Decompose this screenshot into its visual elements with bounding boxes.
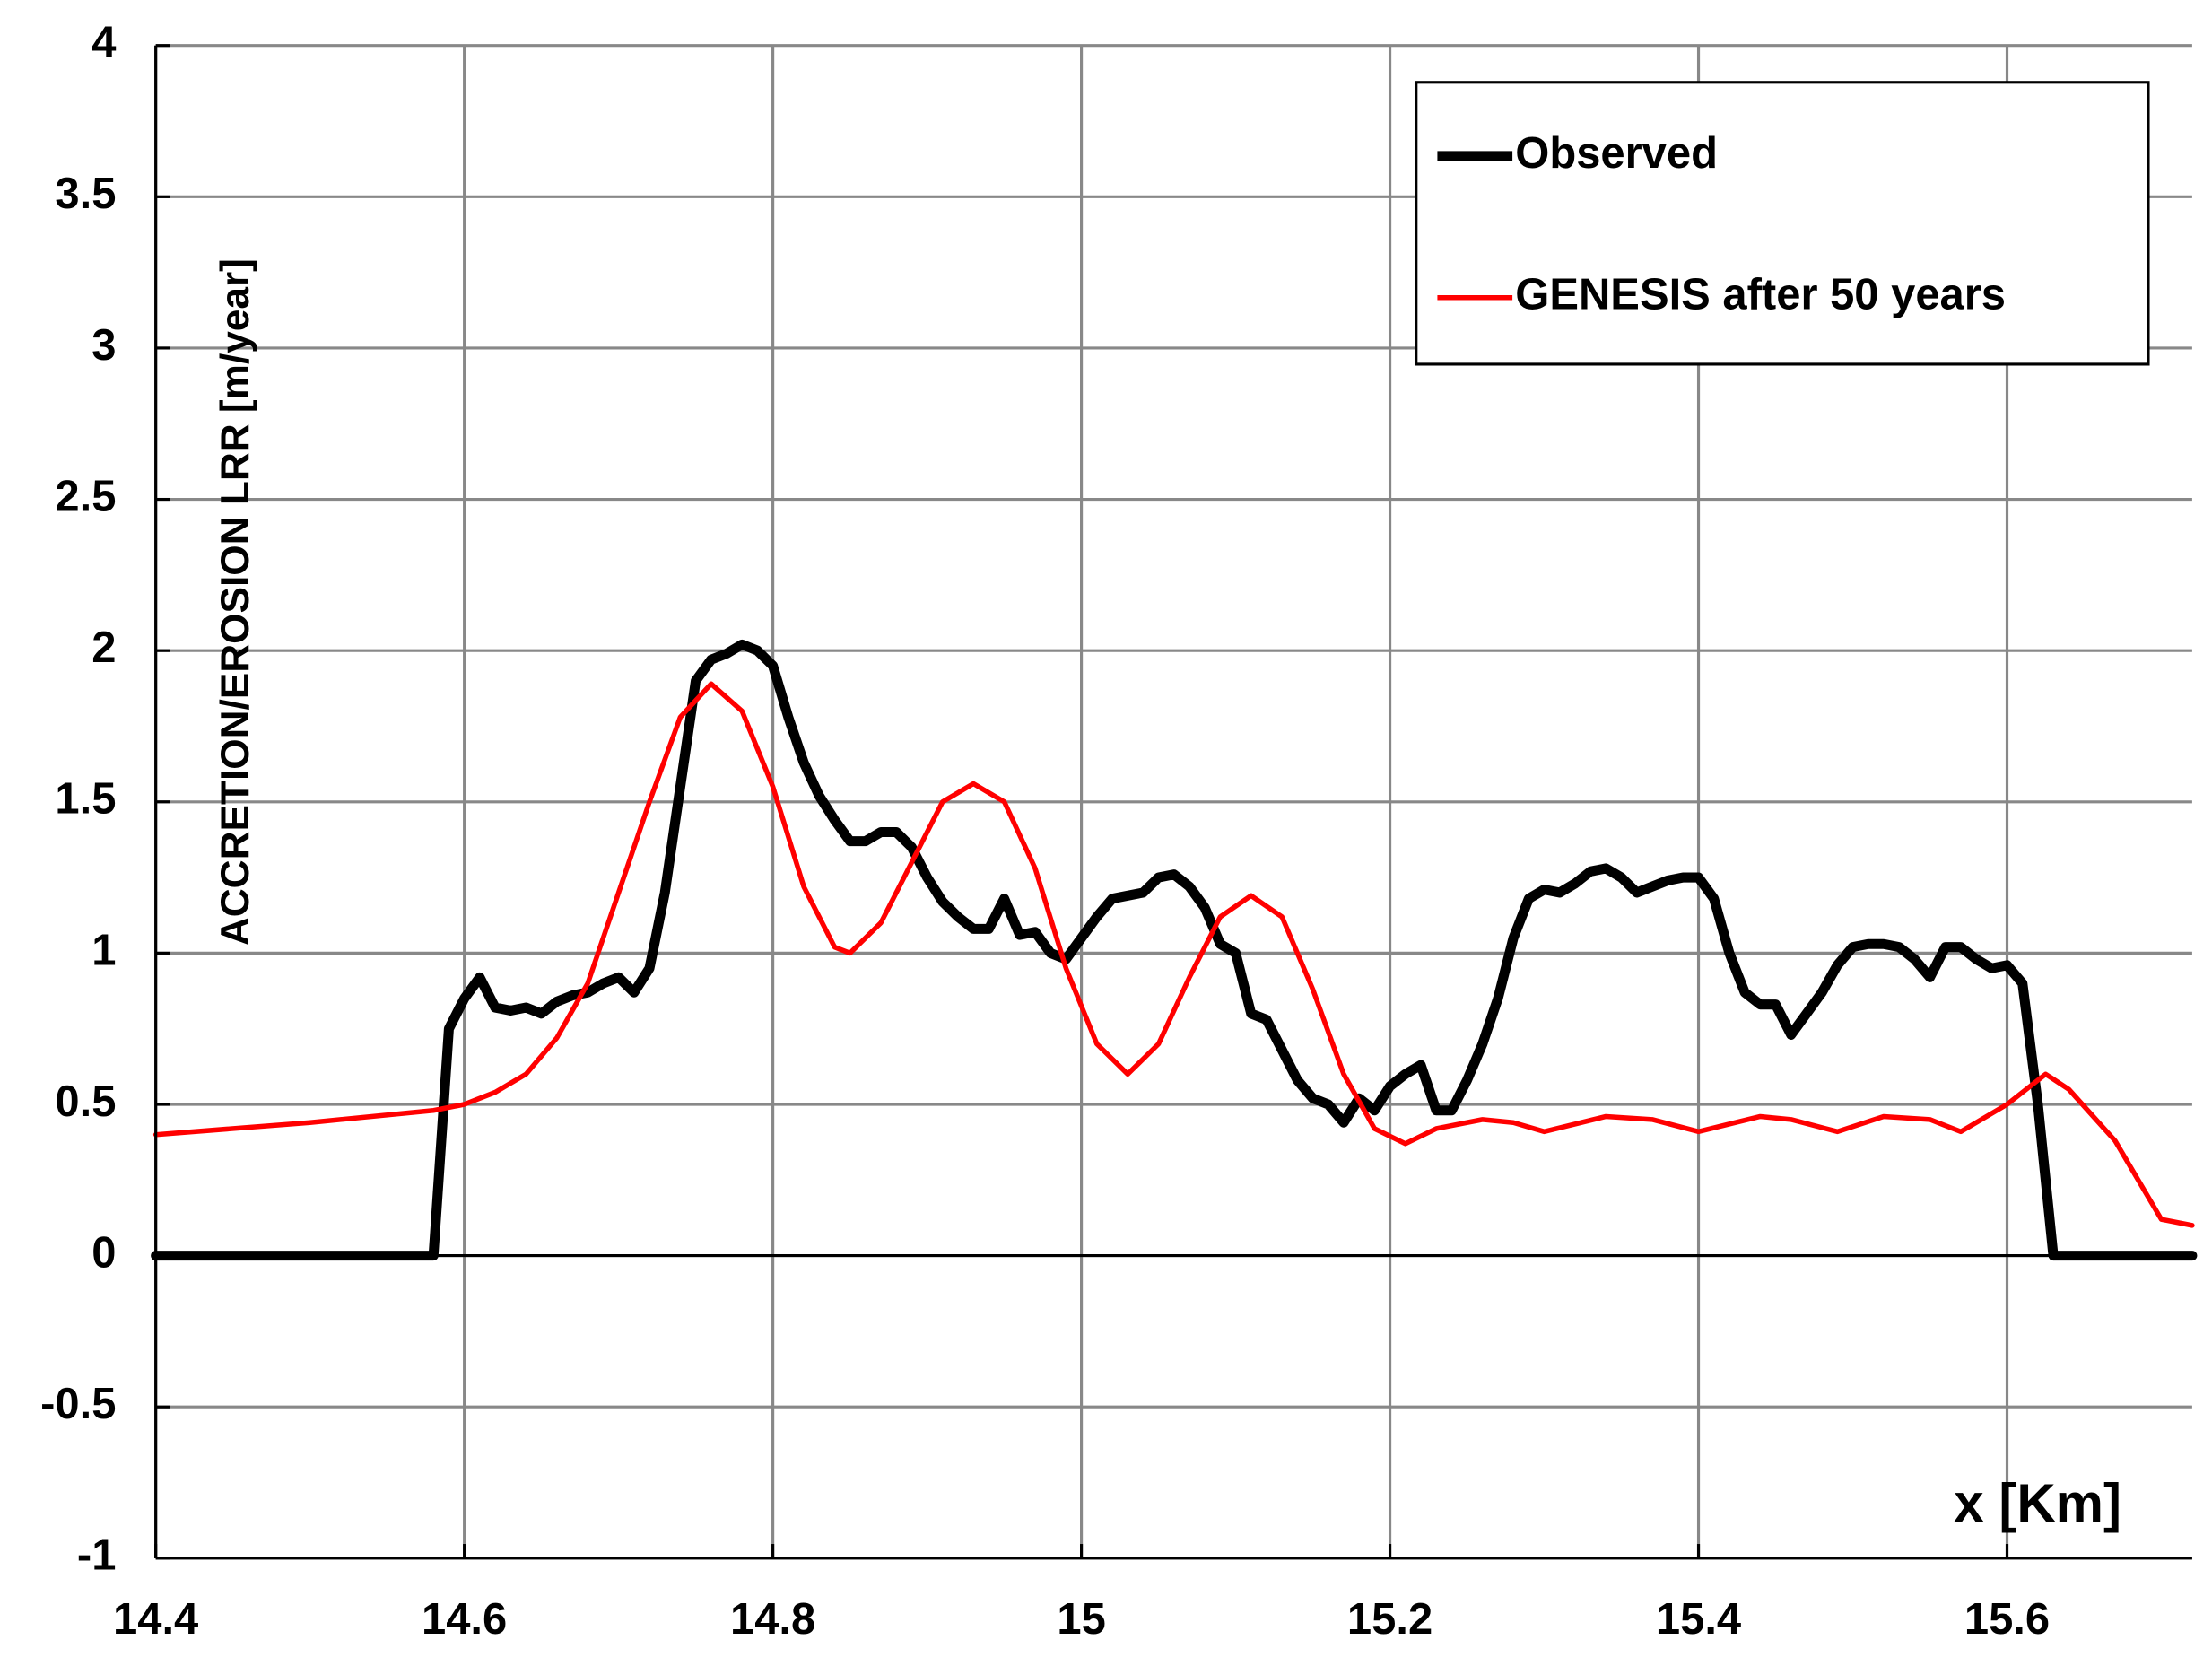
y-tick-label: 3.5	[55, 170, 116, 218]
y-tick-label: 4	[91, 19, 116, 67]
y-tick-label: -0.5	[40, 1380, 116, 1428]
series-line	[152, 681, 2195, 1228]
axes: -1 -0.5 0 0.5 1 1.5 2 2.5 3 3.5 4 14.4 14.6 14.8 15 15.…	[40, 19, 2192, 1644]
y-tick-label: 3	[91, 321, 116, 370]
legend-box	[1415, 81, 2150, 366]
y-axis-label: ACCRETION/EROSION LRR [m/year]	[213, 258, 257, 946]
y-tick-label: 1	[91, 926, 116, 974]
x-tick-label: 15.6	[1964, 1595, 2050, 1644]
x-tick-label: 14.6	[422, 1595, 507, 1644]
y-tick-label: 0	[91, 1229, 116, 1278]
series-line	[151, 639, 2198, 1261]
y-tick-label: 0.5	[55, 1077, 116, 1126]
x-tick-label: 15	[1057, 1595, 1105, 1644]
y-tick-label: 2.5	[55, 472, 116, 520]
legend: Observed GENESIS after 50 years	[1415, 81, 2150, 366]
legend-label: Observed	[1515, 129, 1718, 178]
y-tick-label: 2	[91, 624, 116, 672]
x-tick-label: 14.4	[113, 1595, 198, 1644]
y-tick-label: -1	[77, 1531, 117, 1580]
legend-label: GENESIS after 50 years	[1515, 271, 2006, 319]
y-tick-label: 1.5	[55, 775, 116, 824]
x-axis-label: x [Km]	[1954, 1473, 2121, 1533]
plot-lines	[151, 639, 2198, 1261]
x-tick-label: 15.2	[1347, 1595, 1433, 1644]
x-tick-label: 15.4	[1656, 1595, 1741, 1644]
x-tick-label: 14.8	[730, 1595, 815, 1644]
